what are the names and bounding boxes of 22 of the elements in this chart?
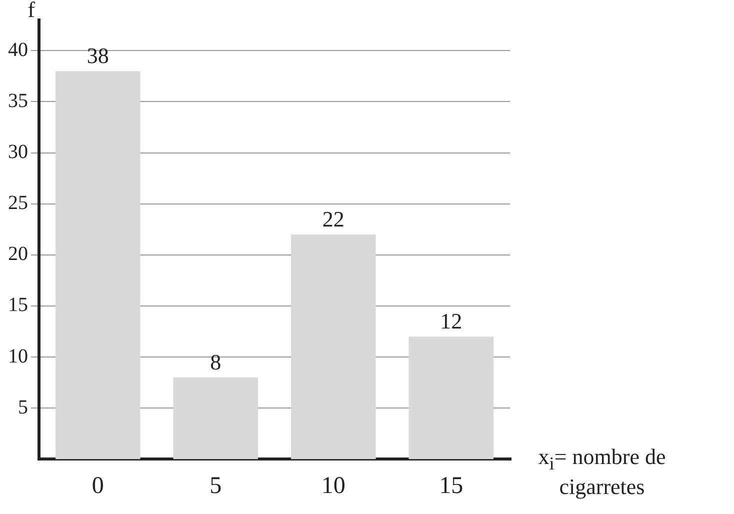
y-axis-title: f [28, 0, 36, 22]
bar [55, 71, 140, 460]
y-tick-label: 10 [8, 345, 28, 368]
data-label: 38 [86, 42, 109, 68]
x-tick-label: 15 [439, 472, 464, 499]
y-tick-label: 20 [8, 243, 28, 266]
data-label: 8 [210, 349, 222, 374]
bar [408, 336, 494, 460]
y-tick-label: 15 [8, 294, 28, 316]
x-tick-label: 5 [210, 472, 222, 499]
y-tick-label: 30 [8, 141, 28, 164]
y-tick-label: 5 [18, 396, 28, 418]
x-tick-label: 10 [321, 472, 346, 499]
x-tick-label: 0 [92, 472, 104, 499]
data-label: 12 [440, 308, 462, 334]
x-axis-title: x$_{i}$= nombre de cigarretes [537, 444, 667, 500]
y-tick-label: 35 [8, 90, 28, 112]
bar [290, 234, 376, 460]
y-tick-label: 40 [8, 38, 28, 61]
y-tick-label: 25 [8, 192, 28, 214]
bar [173, 377, 258, 460]
data-label: 22 [322, 206, 344, 232]
